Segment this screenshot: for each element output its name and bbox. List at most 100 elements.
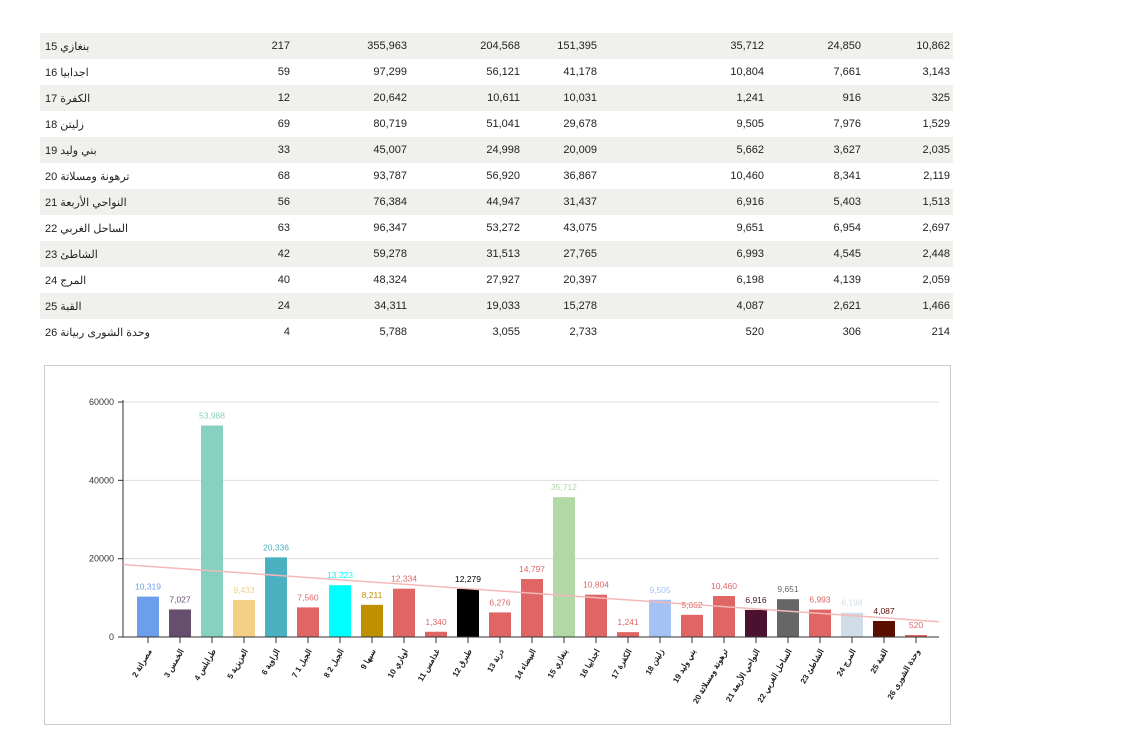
x-tick-label: 3 الخمس xyxy=(162,648,186,680)
bar-value-label: 9,651 xyxy=(777,584,799,594)
table-row: الكفرة 17 12 20,642 10,611 10,031 1,241 916 325 xyxy=(40,85,953,111)
table-row: المرج 24 40 48,324 27,927 20,397 6,198 4,139 2,… xyxy=(40,267,953,293)
bar xyxy=(681,614,703,637)
bar-value-label: 1,241 xyxy=(617,617,639,627)
cell-value: 10,460 xyxy=(730,170,764,182)
cell-value: 214 xyxy=(931,326,950,338)
cell-value: 2,733 xyxy=(569,326,597,338)
cell-value: 7,976 xyxy=(833,118,861,130)
bar-value-label: 20,336 xyxy=(263,542,289,552)
bar-value-label: 1,340 xyxy=(425,617,447,627)
bar-value-label: 12,279 xyxy=(455,574,481,584)
x-tick-label: 18 زليتن xyxy=(644,647,667,677)
x-tick-label: 7 الجبل 1 xyxy=(290,648,314,680)
bar xyxy=(649,599,671,637)
bar xyxy=(809,609,831,637)
cell-value: 41,178 xyxy=(563,66,597,78)
x-tick-label: 21 النواحي الأربعة xyxy=(722,647,762,704)
bar xyxy=(521,579,543,637)
y-tick-label: 40000 xyxy=(89,475,114,485)
bar-value-label: 9,505 xyxy=(649,585,671,595)
cell-value: 45,007 xyxy=(373,144,407,156)
x-tick-label: 2 مصراتة xyxy=(130,648,154,680)
cell-value: 10,804 xyxy=(730,66,764,78)
table-row: القبة 25 24 34,311 19,033 15,278 4,087 2,621 1,… xyxy=(40,293,953,319)
table-row: ترهونة ومسلاتة 20 68 93,787 56,920 36,867 10,… xyxy=(40,163,953,189)
x-tick-label: 15 بنغازي xyxy=(546,648,571,681)
cell-value: 9,651 xyxy=(736,222,764,234)
cell-value: 204,568 xyxy=(480,40,520,52)
bar-value-label: 53,988 xyxy=(199,411,225,421)
cell-value: 2,119 xyxy=(923,170,950,182)
cell-value: 33 xyxy=(277,144,290,156)
x-tick-label: 16 اجدابيا xyxy=(578,648,602,680)
bar-value-label: 8,211 xyxy=(362,590,383,600)
cell-value: 6,198 xyxy=(736,274,764,286)
trendline xyxy=(122,563,940,623)
cell-value: 916 xyxy=(842,92,861,104)
table-row: زليتن 18 69 80,719 51,041 29,678 9,505 7,976 1,… xyxy=(40,111,953,137)
row-name: بني وليد 19 xyxy=(45,145,97,157)
x-tick-label: 12 طبرق xyxy=(451,648,475,679)
x-tick-label: 5 العزيزية xyxy=(226,648,251,681)
data-table: بنغازي 15 217 355,963 204,568 151,395 35,712 2… xyxy=(40,33,953,345)
bar xyxy=(425,631,447,637)
bar xyxy=(585,594,607,637)
bar xyxy=(457,588,479,637)
cell-value: 6,954 xyxy=(833,222,861,234)
cell-value: 19,033 xyxy=(486,300,520,312)
cell-value: 20,397 xyxy=(563,274,597,286)
bar-value-label: 6,993 xyxy=(809,595,831,605)
cell-value: 325 xyxy=(931,92,950,104)
bar xyxy=(329,585,351,637)
table-row: بنغازي 15 217 355,963 204,568 151,395 35,712 2… xyxy=(40,33,953,59)
cell-value: 12 xyxy=(277,92,290,104)
cell-value: 63 xyxy=(277,222,290,234)
cell-value: 10,031 xyxy=(563,92,597,104)
cell-value: 2,697 xyxy=(922,222,950,234)
bar-value-label: 10,804 xyxy=(583,580,609,590)
cell-value: 56,920 xyxy=(486,170,520,182)
cell-value: 68 xyxy=(277,170,290,182)
cell-value: 6,993 xyxy=(736,248,764,260)
bar xyxy=(169,609,191,637)
table-row: وحدة الشورى ربيانة 26 4 5,788 3,055 2,733 520… xyxy=(40,319,953,345)
cell-value: 2,448 xyxy=(922,248,950,260)
bar xyxy=(905,634,927,637)
cell-value: 24,850 xyxy=(827,40,861,52)
cell-value: 2,059 xyxy=(922,274,950,286)
cell-value: 42 xyxy=(277,248,290,260)
cell-value: 56 xyxy=(277,196,290,208)
cell-value: 93,787 xyxy=(373,170,407,182)
cell-value: 1,513 xyxy=(922,196,950,208)
table-row: الشاطئ 23 42 59,278 31,513 27,765 6,993 4,545 2… xyxy=(40,241,953,267)
cell-value: 59 xyxy=(277,66,290,78)
bar xyxy=(137,596,159,637)
cell-value: 27,765 xyxy=(563,248,597,260)
bar xyxy=(201,425,223,637)
cell-value: 5,662 xyxy=(736,144,764,156)
bar xyxy=(265,557,287,637)
row-name: النواحي الأربعة 21 xyxy=(45,197,127,209)
cell-value: 2,621 xyxy=(833,300,861,312)
cell-value: 80,719 xyxy=(373,118,407,130)
x-tick-label: 4 طرابلس xyxy=(193,648,219,683)
bar-chart: 0 20000 40000 60000 10,319 2 مصراتة 7,027 3 الخ… xyxy=(44,365,951,725)
bar-value-label: 520 xyxy=(909,620,923,630)
bar-value-label: 35,712 xyxy=(551,482,577,492)
bar xyxy=(873,620,895,637)
row-name: الكفرة 17 xyxy=(45,93,91,105)
cell-value: 3,055 xyxy=(492,326,520,338)
bar-value-label: 9,433 xyxy=(233,585,255,595)
cell-value: 69 xyxy=(277,118,290,130)
cell-value: 4,545 xyxy=(833,248,861,260)
x-tick-label: 23 الشاطئ xyxy=(799,648,826,686)
bar xyxy=(393,588,415,637)
bar-value-label: 13,223 xyxy=(327,570,353,580)
cell-value: 1,466 xyxy=(922,300,950,312)
cell-value: 3,143 xyxy=(922,66,950,78)
y-tick-label: 60000 xyxy=(89,397,114,407)
bar-value-label: 6,916 xyxy=(745,595,767,605)
cell-value: 520 xyxy=(745,326,764,338)
cell-value: 7,661 xyxy=(833,66,861,78)
